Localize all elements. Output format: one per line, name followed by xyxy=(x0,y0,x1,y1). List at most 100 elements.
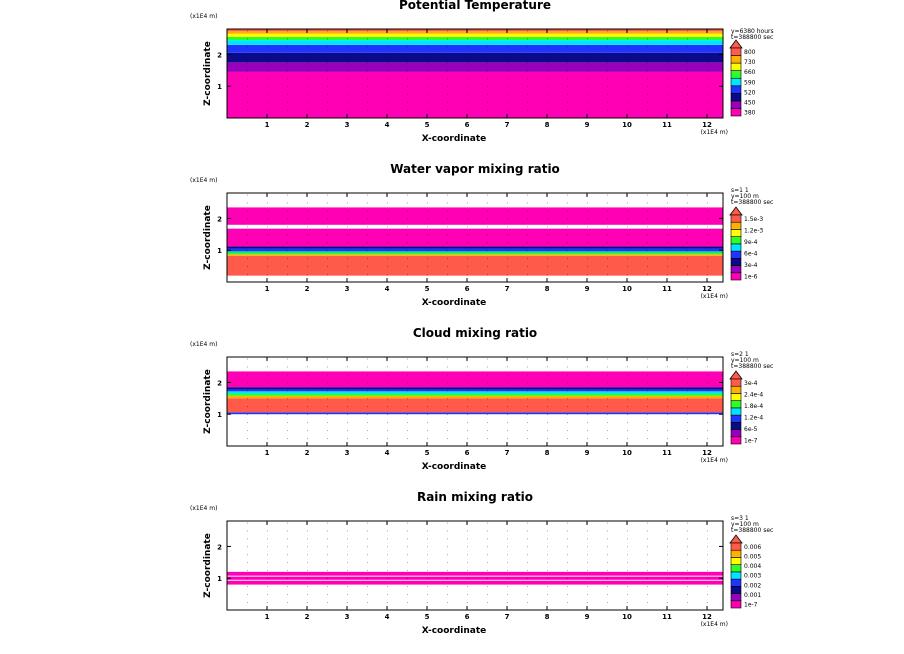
grid-dot xyxy=(407,78,408,80)
grid-dot xyxy=(327,554,328,556)
grid-dot xyxy=(467,78,468,80)
grid-dot xyxy=(567,358,568,360)
grid-dot xyxy=(327,422,328,423)
grid-dot xyxy=(587,202,588,204)
grid-dot xyxy=(587,430,588,431)
grid-dot xyxy=(567,578,568,580)
grid-dot xyxy=(507,62,508,64)
grid-dot xyxy=(607,218,608,220)
grid-dot xyxy=(667,70,668,72)
grid-dot xyxy=(487,390,488,392)
grid-dot xyxy=(247,602,248,603)
grid-dot xyxy=(367,202,368,204)
grid-dot xyxy=(447,578,448,580)
grid-dot xyxy=(647,30,648,32)
grid-dot xyxy=(627,594,628,595)
colorbar-swatch xyxy=(730,549,742,558)
grid-dot xyxy=(287,594,288,595)
grid-dot xyxy=(527,78,528,80)
grid-dot xyxy=(647,602,648,603)
grid-dot xyxy=(447,366,448,368)
colorbar-swatch xyxy=(730,571,742,580)
grid-dot xyxy=(687,538,688,540)
grid-dot xyxy=(307,102,308,103)
grid-dot xyxy=(247,46,248,48)
x-tick-label: 9 xyxy=(585,449,590,457)
grid-dot xyxy=(607,530,608,532)
grid-dot xyxy=(327,250,328,252)
grid-dot xyxy=(687,94,688,95)
grid-dot xyxy=(567,422,568,423)
grid-dot xyxy=(547,594,548,595)
grid-dot xyxy=(607,390,608,392)
grid-dot xyxy=(627,218,628,220)
grid-dot xyxy=(547,438,548,439)
grid-dot xyxy=(267,78,268,80)
grid-dot xyxy=(507,594,508,595)
x-tick-label: 3 xyxy=(345,285,350,293)
grid-dot xyxy=(267,538,268,540)
grid-dot xyxy=(647,546,648,548)
grid-dot xyxy=(527,54,528,56)
grid-dot xyxy=(627,578,628,580)
grid-dot xyxy=(507,94,508,95)
grid-dot xyxy=(407,422,408,423)
grid-dot xyxy=(487,218,488,220)
grid-dot xyxy=(407,578,408,580)
x-tick-label: 7 xyxy=(505,613,510,621)
data-band xyxy=(227,393,723,396)
grid-dot xyxy=(307,562,308,564)
grid-dot xyxy=(327,382,328,384)
grid-dot xyxy=(687,438,688,439)
grid-dot xyxy=(307,78,308,80)
grid-dot xyxy=(307,218,308,220)
grid-dot xyxy=(267,70,268,72)
grid-dot xyxy=(247,406,248,408)
grid-dot xyxy=(387,242,388,244)
grid-dot xyxy=(287,578,288,580)
grid-dot xyxy=(687,562,688,564)
grid-dot xyxy=(407,586,408,587)
grid-dot xyxy=(587,70,588,72)
grid-dot xyxy=(287,258,288,259)
data-band xyxy=(227,571,723,576)
grid-dot xyxy=(707,430,708,431)
grid-dot xyxy=(427,570,428,572)
grid-dot xyxy=(567,570,568,572)
grid-dot xyxy=(267,258,268,259)
grid-dot xyxy=(707,366,708,368)
grid-dot xyxy=(587,54,588,56)
grid-dot xyxy=(407,218,408,220)
data-band xyxy=(227,36,723,41)
grid-dot xyxy=(267,54,268,56)
grid-dot xyxy=(667,562,668,564)
grid-dot xyxy=(627,398,628,400)
grid-dot xyxy=(607,422,608,423)
plot-area xyxy=(227,521,723,610)
grid-dot xyxy=(667,538,668,540)
x-axis-label: X-coordinate xyxy=(422,462,487,472)
grid-dot xyxy=(647,570,648,572)
grid-dot xyxy=(267,274,268,275)
grid-dot xyxy=(527,242,528,244)
grid-dot xyxy=(427,38,428,40)
colorbar-label: 9e-4 xyxy=(744,239,758,246)
colorbar-label: 450 xyxy=(744,99,756,106)
grid-dot xyxy=(287,586,288,587)
grid-dot xyxy=(347,110,348,111)
x-tick-label: 5 xyxy=(425,121,430,129)
grid-dot xyxy=(467,218,468,220)
grid-dot xyxy=(627,602,628,603)
grid-dot xyxy=(347,94,348,95)
grid-dot xyxy=(647,38,648,40)
z-tick-label: 1 xyxy=(217,247,222,255)
x-tick-label: 7 xyxy=(505,285,510,293)
grid-dot xyxy=(467,430,468,431)
grid-dot xyxy=(407,70,408,72)
grid-dot xyxy=(667,110,668,111)
grid-dot xyxy=(427,86,428,88)
grid-dot xyxy=(667,438,668,439)
colorbar-swatch xyxy=(730,429,742,438)
grid-dot xyxy=(427,62,428,64)
